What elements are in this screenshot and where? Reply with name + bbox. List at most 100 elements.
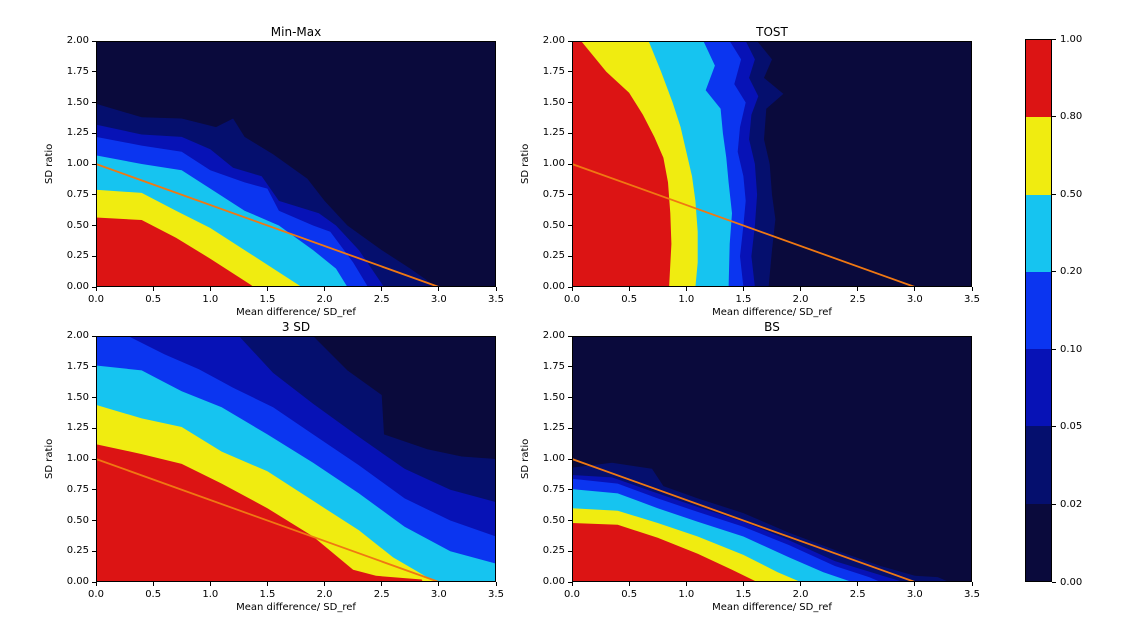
x-tick-mark	[152, 582, 154, 586]
y-tick-label: 1.50	[66, 96, 89, 108]
reference-line	[96, 163, 440, 287]
y-tick-label: 1.50	[542, 391, 565, 403]
colorbar-segment	[1026, 117, 1051, 195]
y-tick-label: 1.00	[542, 453, 565, 464]
subplot-title-tost: TOST	[756, 25, 788, 39]
subplot-title-bs: BS	[764, 320, 780, 334]
colorbar-segment	[1026, 426, 1051, 504]
y-tick-label: 0.25	[66, 250, 89, 262]
x-tick-label: 3.0	[906, 589, 923, 600]
x-tick-label: 3.5	[964, 589, 980, 600]
y-tick-label: 1.25	[66, 422, 89, 434]
y-tick-label: 1.50	[542, 96, 565, 108]
x-tick-label: 1.0	[678, 294, 695, 305]
x-tick-mark	[800, 582, 802, 586]
x-tick-mark	[209, 287, 211, 291]
colorbar-tick-mark	[1052, 193, 1056, 195]
x-tick-mark	[742, 582, 744, 586]
y-tick-label: 0.25	[542, 250, 565, 262]
y-tick-mark	[92, 427, 96, 429]
colorbar	[1025, 39, 1052, 582]
y-tick-mark	[568, 163, 572, 165]
y-tick-label: 0.00	[542, 281, 565, 292]
y-tick-mark	[92, 163, 96, 165]
y-tick-mark	[568, 194, 572, 196]
subplot-plot-area-min-max	[96, 41, 496, 287]
colorbar-segment	[1026, 503, 1051, 581]
x-tick-label: 1.5	[735, 294, 752, 305]
x-tick-label: 2.5	[373, 589, 390, 600]
x-tick-mark	[495, 582, 497, 586]
colorbar-tick-mark	[1052, 426, 1056, 428]
y-tick-label: 1.75	[66, 65, 89, 77]
x-tick-mark	[857, 287, 859, 291]
y-tick-label: 1.50	[66, 391, 89, 403]
y-tick-mark	[568, 366, 572, 368]
y-tick-label: 1.00	[66, 158, 89, 169]
y-tick-label: 1.75	[542, 360, 565, 372]
axes-frame	[96, 41, 496, 287]
y-tick-label: 0.00	[66, 281, 89, 292]
x-tick-label: 0.5	[145, 589, 162, 600]
x-tick-label: 0.5	[621, 294, 638, 305]
x-tick-label: 0.5	[145, 294, 162, 305]
x-tick-label: 3.0	[906, 294, 923, 305]
x-tick-label: 3.5	[964, 294, 980, 305]
y-tick-label: 0.50	[66, 514, 89, 526]
colorbar-segment	[1026, 349, 1051, 427]
colorbar-tick-label: 0.10	[1060, 343, 1083, 355]
y-tick-mark	[92, 489, 96, 491]
y-tick-mark	[568, 255, 572, 257]
x-tick-mark	[95, 582, 97, 586]
subplot-plot-area-bs	[572, 336, 972, 582]
y-tick-label: 0.75	[542, 483, 565, 495]
x-tick-label: 3.0	[430, 589, 447, 600]
y-tick-label: 1.25	[542, 422, 565, 434]
y-tick-label: 1.00	[542, 158, 565, 169]
x-tick-mark	[685, 287, 687, 291]
colorbar-tick-label: 0.02	[1060, 498, 1083, 510]
y-tick-label: 0.75	[66, 188, 89, 200]
axes-frame	[96, 336, 496, 582]
x-tick-mark	[971, 582, 973, 586]
x-tick-mark	[971, 287, 973, 291]
x-axis-label: Mean difference/ SD_ref	[236, 602, 356, 613]
y-tick-label: 2.00	[542, 35, 565, 46]
x-tick-label: 1.0	[202, 294, 219, 305]
colorbar-tick-label: 0.20	[1060, 266, 1083, 278]
subplot-title-minmax: Min-Max	[270, 25, 322, 39]
y-tick-mark	[568, 102, 572, 103]
y-tick-mark	[568, 132, 572, 134]
y-tick-mark	[568, 286, 572, 288]
y-tick-mark	[92, 255, 96, 257]
x-tick-label: 1.5	[259, 294, 276, 305]
colorbar-tick-mark	[1052, 38, 1056, 40]
x-tick-mark	[914, 582, 916, 586]
y-tick-mark	[92, 40, 96, 42]
y-tick-mark	[92, 397, 96, 398]
y-tick-mark	[568, 489, 572, 491]
y-tick-mark	[92, 286, 96, 288]
x-tick-mark	[800, 287, 802, 291]
colorbar-tick-label: 0.50	[1060, 188, 1083, 200]
x-tick-label: 2.5	[849, 294, 866, 305]
y-tick-label: 0.25	[66, 545, 89, 557]
x-tick-mark	[266, 582, 268, 586]
y-tick-label: 0.50	[542, 514, 565, 526]
y-tick-mark	[568, 71, 572, 73]
x-tick-label: 3.5	[488, 294, 504, 305]
y-tick-mark	[568, 458, 572, 460]
x-tick-mark	[571, 287, 573, 291]
y-tick-mark	[92, 102, 96, 103]
y-tick-mark	[568, 550, 572, 552]
reference-line	[96, 458, 440, 582]
x-tick-label: 2.0	[316, 589, 333, 600]
x-tick-label: 1.5	[735, 589, 752, 600]
y-tick-label: 0.75	[66, 483, 89, 495]
x-tick-mark	[95, 287, 97, 291]
x-tick-label: 1.0	[202, 589, 219, 600]
x-tick-mark	[742, 287, 744, 291]
x-tick-mark	[209, 582, 211, 586]
x-tick-mark	[914, 287, 916, 291]
